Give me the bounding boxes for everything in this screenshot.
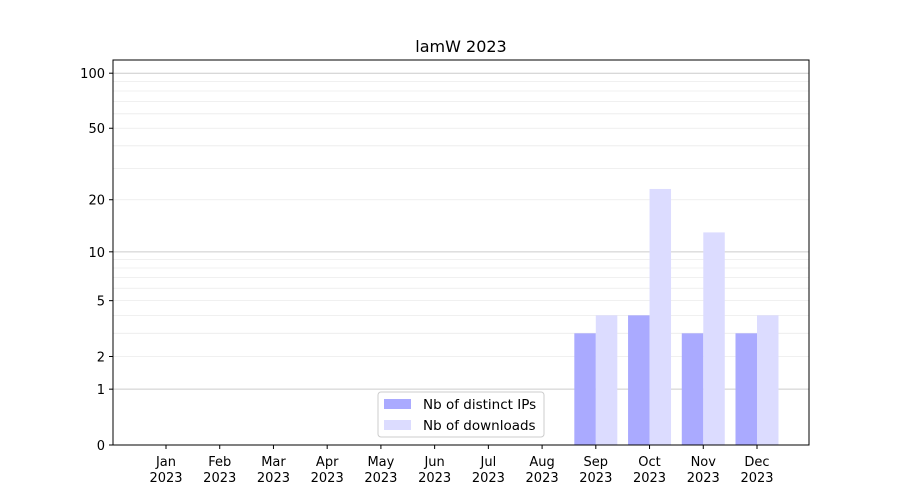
x-tick-label: Oct 2023 — [633, 455, 666, 486]
grid — [113, 72, 809, 390]
x-tick-label: Jan 2023 — [149, 455, 182, 486]
bar-downloads — [595, 315, 618, 445]
bar-ips — [681, 333, 704, 445]
legend-label-ips: Nb of distinct IPs — [423, 397, 536, 413]
y-tick-label: 5 — [97, 295, 105, 310]
x-tick-label: Sep 2023 — [579, 455, 612, 486]
legend-swatch-ips — [384, 399, 411, 409]
y-tick-label: 0 — [97, 439, 105, 454]
y-tick-label: 20 — [88, 194, 105, 209]
x-tick-label: Mar 2023 — [257, 455, 290, 486]
x-tick-label: Dec 2023 — [740, 455, 773, 486]
chart-title: lamW 2023 — [415, 37, 506, 56]
bar-downloads — [757, 315, 779, 445]
bar-ips — [628, 315, 650, 445]
x-tick-label: Apr 2023 — [311, 455, 344, 486]
legend-swatch-downloads — [384, 420, 411, 430]
x-tick-label: May 2023 — [364, 455, 397, 486]
y-axis: 0 1 2 5 10 20 50 100 — [80, 67, 113, 454]
x-tick-label: Aug 2023 — [526, 455, 559, 486]
bar-ips — [735, 333, 757, 445]
x-tick-label: Jun 2023 — [418, 455, 451, 486]
x-tick-label: Nov 2023 — [687, 455, 720, 486]
x-tick-label: Jul 2023 — [472, 455, 505, 486]
legend-label-downloads: Nb of downloads — [423, 418, 536, 434]
legend: Nb of distinct IPs Nb of downloads — [377, 391, 545, 438]
bar-downloads — [703, 232, 725, 445]
bar-ips — [574, 333, 596, 445]
y-tick-label: 50 — [88, 122, 105, 137]
plot-frame — [112, 59, 810, 446]
y-tick-label: 100 — [80, 67, 105, 82]
bar-downloads — [649, 188, 672, 445]
y-tick-label: 10 — [88, 246, 105, 261]
y-tick-label: 1 — [97, 383, 105, 398]
x-tick-label: Feb 2023 — [203, 455, 236, 486]
y-tick-label: 2 — [97, 350, 105, 365]
x-axis: Jan 2023 Feb 2023 Mar 2023 Apr 2023 May 2023 Jun 20… — [149, 445, 774, 486]
bars — [574, 188, 779, 445]
